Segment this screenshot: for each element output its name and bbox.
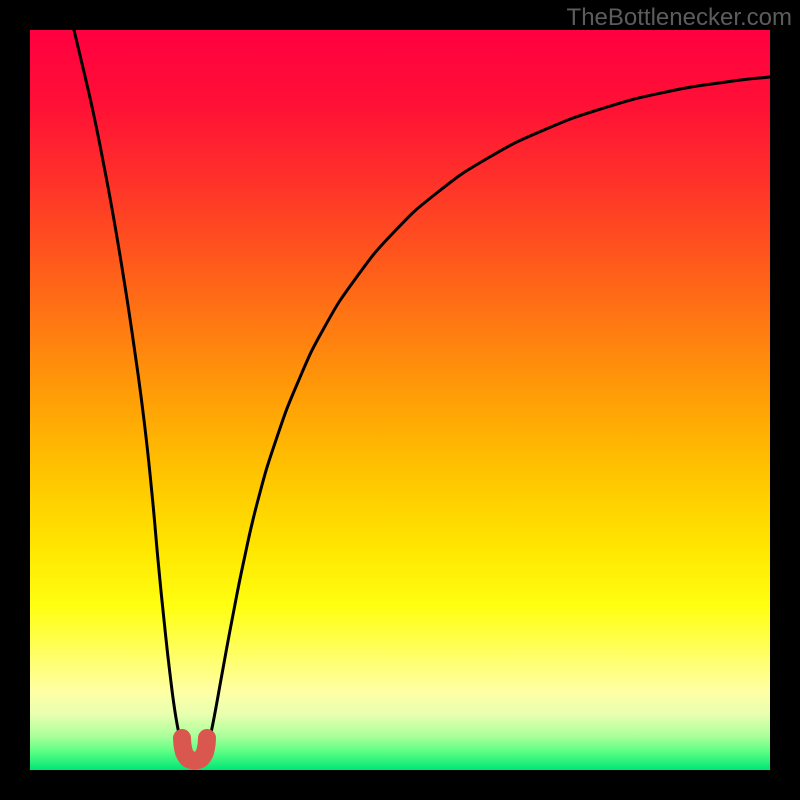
chart-canvas: TheBottlenecker.com [0,0,800,800]
watermark-text: TheBottlenecker.com [567,4,792,32]
gradient-background [30,30,770,770]
